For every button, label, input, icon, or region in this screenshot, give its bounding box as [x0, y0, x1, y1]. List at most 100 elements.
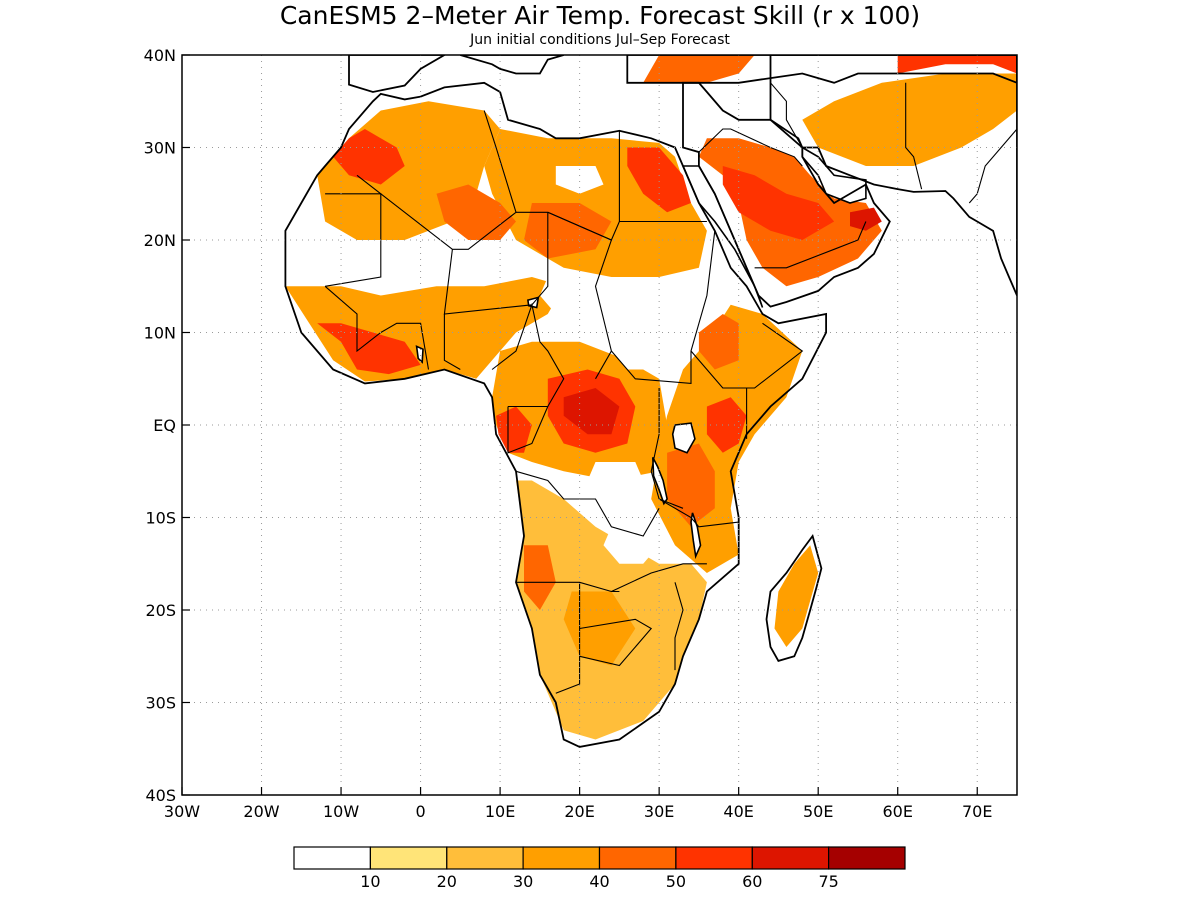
- border-pak-india: [968, 128, 1017, 204]
- x-tick-label: 0: [415, 802, 425, 821]
- region-skill-gap-sudan: [603, 314, 683, 370]
- border-namibia-east: [555, 582, 581, 694]
- x-tick-label: 40E: [723, 802, 753, 821]
- region-skill-iran-belt: [802, 73, 1017, 166]
- region-skill-gap-zambia: [603, 526, 660, 564]
- region-skill-gabon-hot: [496, 406, 532, 453]
- region-skill-oman-core: [850, 207, 882, 231]
- border-ethiopia: [690, 322, 804, 389]
- border-moz-west: [674, 582, 684, 671]
- colorbar-label: 75: [818, 872, 838, 891]
- map-title: CanESM5 2–Meter Air Temp. Forecast Skill…: [280, 1, 920, 30]
- x-tick-label: 10E: [485, 802, 515, 821]
- border-angola-south: [516, 581, 620, 593]
- colorbar-label: 20: [437, 872, 457, 891]
- y-tick-label: 40S: [145, 786, 176, 805]
- lake-volta: [415, 345, 424, 364]
- region-skill-gap-drc: [587, 462, 652, 527]
- y-tick-label: 10N: [144, 324, 176, 343]
- coastline-layer: [284, 55, 1017, 748]
- colorbar-bin: [751, 846, 830, 870]
- y-tick-label: 30S: [145, 694, 176, 713]
- border-botswana: [579, 618, 653, 667]
- region-skill-gap-libya: [555, 166, 604, 194]
- border-iran-east: [905, 82, 923, 190]
- border-sudan-south: [610, 230, 716, 384]
- region-skill-north-med: [643, 55, 755, 83]
- axis-ticks-layer: 30W 20W 10W 0 10E 20E 30E 40E 50E 60E 70E 40N 30N 20N…: [144, 46, 993, 821]
- y-tick-label: 20N: [144, 231, 176, 250]
- colorbar-bin: [446, 846, 524, 870]
- y-tick-label: 10S: [145, 509, 176, 528]
- colorbar-label: 60: [742, 872, 762, 891]
- border-drc-east: [650, 388, 684, 509]
- skill-field-layer: [285, 55, 1017, 747]
- y-tick-label: 20S: [145, 601, 176, 620]
- x-tick-label: 30W: [164, 802, 200, 821]
- coastline-middle-east-land: [626, 55, 1017, 84]
- border-mauritania-mali: [325, 193, 382, 287]
- region-skill-guinea-hot: [317, 323, 421, 375]
- colorbar-label: 40: [589, 872, 609, 891]
- colorbar-bin: [522, 846, 601, 870]
- region-skill-botswana-mid: [563, 591, 636, 666]
- region-skill-sahara-hot-2: [436, 184, 516, 240]
- border-tanzania-south: [658, 498, 739, 528]
- coastline-africa-land: [284, 81, 827, 748]
- region-skill-sahara-hot-1: [333, 129, 405, 185]
- border-saudi-south: [754, 221, 867, 269]
- region-skill-egypt-hot: [627, 147, 691, 213]
- x-tick-label: 50E: [803, 802, 833, 821]
- coastline-europe-land: [460, 55, 564, 75]
- border-saudi-north: [698, 128, 803, 167]
- coastline-spain-land: [348, 55, 447, 93]
- map-subtitle: Jun initial conditions Jul–Sep Forecast: [469, 32, 730, 48]
- border-algeria-south: [356, 110, 517, 250]
- border-gabon-congo: [507, 406, 549, 454]
- region-skill-ethiopia-hot: [698, 314, 739, 370]
- colorbar-bin: [369, 846, 448, 870]
- coastline-arabia-land: [682, 81, 891, 308]
- colorbar-bin: [293, 846, 372, 870]
- border-nigeria-cameroon: [491, 302, 565, 408]
- colorbar-bin: [675, 846, 753, 870]
- x-tick-label: 20E: [564, 802, 594, 821]
- colorbar-label: 50: [666, 872, 686, 891]
- coastline-madagascar-land: [765, 533, 823, 662]
- y-tick-label: 30N: [144, 139, 176, 158]
- region-skill-sahara-hot-3: [524, 203, 612, 259]
- x-tick-label: 30E: [644, 802, 674, 821]
- region-skill-arabia-hot: [722, 166, 835, 240]
- lake-victoria: [671, 422, 696, 454]
- border-drc-south: [515, 470, 660, 537]
- plot-area: 30W 20W 10W 0 10E 20E 30E 40E 50E 60E 70E 40N 30N 20N…: [144, 46, 1018, 821]
- x-tick-label: 70E: [962, 802, 992, 821]
- colorbar-bin: [827, 846, 906, 870]
- border-west-africa-2: [443, 314, 461, 370]
- region-skill-madagascar: [774, 545, 819, 647]
- lake-malawi: [690, 512, 702, 560]
- region-skill-angola-hot: [524, 545, 556, 610]
- lakes-layer: [415, 146, 867, 560]
- region-skill-kenya-hot: [706, 397, 747, 453]
- region-skill-mideast-hot: [897, 55, 1017, 74]
- x-tick-label: 60E: [882, 802, 912, 821]
- coastline-iran-pakistan-land: [769, 55, 1017, 296]
- region-skill-gap-sahel: [380, 249, 437, 287]
- region-europe-land: [460, 55, 564, 74]
- x-tick-label: 20W: [243, 802, 279, 821]
- region-skill-gap-chad: [539, 277, 596, 314]
- region-skill-tanzania-hot: [667, 443, 715, 527]
- border-iran-iraq: [770, 82, 803, 148]
- border-zambia-zim: [611, 563, 707, 592]
- y-tick-label: EQ: [153, 416, 176, 435]
- region-spain-land: [349, 55, 445, 92]
- colorbar: 10 20 30 40 50 60 75: [293, 846, 906, 891]
- border-chad-east: [547, 211, 613, 380]
- colorbar-label: 30: [513, 872, 533, 891]
- colorbar-label: 10: [360, 872, 380, 891]
- region-skill-congo-core: [563, 388, 620, 435]
- x-tick-label: 10W: [323, 802, 359, 821]
- colorbar-bin: [598, 846, 677, 870]
